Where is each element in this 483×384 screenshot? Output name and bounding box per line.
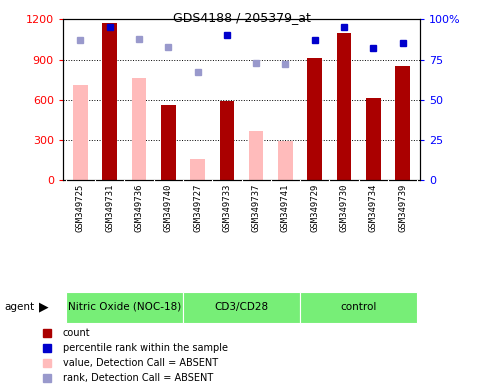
Bar: [66, 292, 183, 323]
Bar: [73, 85, 88, 180]
Text: Nitric Oxide (NOC-18): Nitric Oxide (NOC-18): [68, 301, 181, 311]
Text: ▶: ▶: [39, 301, 48, 314]
Bar: [395, 66, 410, 180]
Text: GSM349725: GSM349725: [76, 184, 85, 232]
Bar: [102, 23, 117, 180]
Bar: [337, 33, 351, 180]
Text: GSM349730: GSM349730: [340, 184, 349, 232]
Bar: [300, 292, 417, 323]
Text: count: count: [63, 328, 90, 338]
Bar: [307, 58, 322, 180]
Text: rank, Detection Call = ABSENT: rank, Detection Call = ABSENT: [63, 373, 213, 383]
Text: GSM349740: GSM349740: [164, 184, 173, 232]
Text: percentile rank within the sample: percentile rank within the sample: [63, 343, 227, 353]
Text: GSM349727: GSM349727: [193, 184, 202, 232]
Text: GSM349733: GSM349733: [222, 184, 231, 232]
Bar: [366, 98, 381, 180]
Text: GDS4188 / 205379_at: GDS4188 / 205379_at: [172, 12, 311, 25]
Bar: [278, 141, 293, 180]
Bar: [161, 104, 176, 180]
Text: GSM349739: GSM349739: [398, 184, 407, 232]
Text: GSM349737: GSM349737: [252, 184, 261, 232]
Bar: [249, 131, 263, 180]
Bar: [183, 292, 300, 323]
Text: agent: agent: [5, 302, 35, 312]
Text: GSM349736: GSM349736: [134, 184, 143, 232]
Bar: [190, 159, 205, 180]
Text: CD3/CD28: CD3/CD28: [214, 301, 269, 311]
Text: GSM349729: GSM349729: [310, 184, 319, 232]
Text: value, Detection Call = ABSENT: value, Detection Call = ABSENT: [63, 358, 218, 368]
Bar: [132, 78, 146, 180]
Bar: [220, 101, 234, 180]
Text: control: control: [341, 301, 377, 311]
Text: GSM349741: GSM349741: [281, 184, 290, 232]
Text: GSM349734: GSM349734: [369, 184, 378, 232]
Text: GSM349731: GSM349731: [105, 184, 114, 232]
Bar: [161, 104, 176, 180]
